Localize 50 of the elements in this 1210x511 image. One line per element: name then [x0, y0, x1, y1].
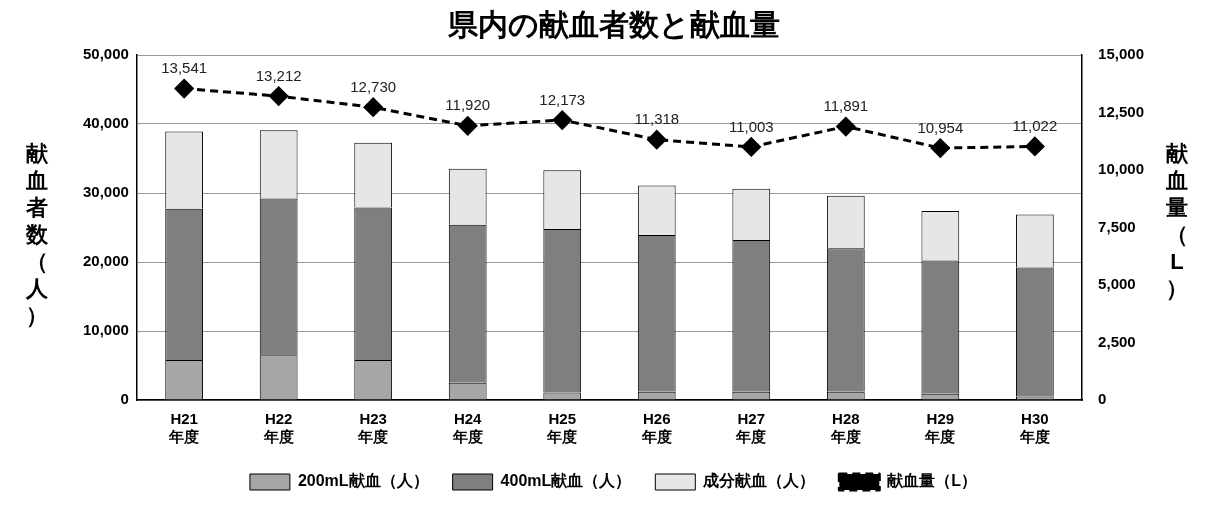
- x-tick-label: H25 年度: [546, 410, 578, 446]
- point: [741, 137, 761, 157]
- y2-tick-label: 15,000: [1098, 45, 1145, 63]
- point: [269, 86, 289, 106]
- data-label: 11,920: [445, 96, 491, 114]
- y2-axis-title: 献血量（L）: [1165, 140, 1189, 302]
- data-label: 11,891: [823, 97, 869, 115]
- y2-tick-label: 2,500: [1098, 332, 1136, 350]
- x-tick-label: H24 年度: [451, 410, 483, 446]
- data-label: 13,212: [255, 66, 302, 84]
- legend-label: 200mL献血（人）: [297, 472, 429, 491]
- data-label: 11,318: [634, 110, 680, 128]
- data-label: 12,173: [539, 90, 586, 108]
- data-label: 13,541: [161, 59, 208, 77]
- y2-tick-label: 10,000: [1098, 160, 1145, 178]
- x-tick-label: H22 年度: [262, 410, 294, 446]
- point: [363, 97, 383, 117]
- x-tick-label: H29 年度: [924, 410, 956, 446]
- y2-tick-label: 5,000: [1098, 275, 1136, 293]
- x-tick-label: H23 年度: [357, 410, 389, 446]
- legend-label: 献血量（L）: [887, 472, 978, 491]
- y2-tick-label: 7,500: [1098, 217, 1136, 235]
- x-tick-label: H27 年度: [735, 410, 767, 446]
- legend-label: 成分献血（人）: [702, 472, 816, 491]
- point: [552, 110, 572, 130]
- y-tick-label: 40,000: [82, 114, 129, 132]
- y-tick-label: 10,000: [82, 321, 129, 339]
- x-tick-label: H30 年度: [1018, 410, 1050, 446]
- legend-label: 400mL献血（人）: [500, 472, 632, 491]
- chart-title: 県内の献血者数と献血量: [446, 8, 780, 42]
- y-tick-label: 0: [120, 390, 129, 408]
- data-label: 11,003: [728, 117, 774, 135]
- x-tick-label: H26 年度: [640, 410, 672, 446]
- y-tick-label: 20,000: [82, 252, 129, 270]
- point: [174, 79, 194, 99]
- y2-tick-label: 12,500: [1098, 102, 1145, 120]
- data-label: 12,730: [350, 77, 397, 95]
- data-label: 10,954: [917, 118, 964, 136]
- point: [930, 138, 950, 158]
- y-axis-title: 献血者数（人）: [24, 140, 49, 329]
- data-label: 11,022: [1012, 117, 1058, 135]
- point: [647, 130, 667, 150]
- point: [836, 117, 856, 137]
- y-tick-label: 30,000: [82, 183, 129, 201]
- point: [1025, 136, 1045, 156]
- y2-tick-label: 0: [1098, 390, 1107, 408]
- y-tick-label: 50,000: [82, 45, 129, 63]
- x-tick-label: H28 年度: [829, 410, 861, 446]
- x-tick-label: H21 年度: [168, 410, 200, 446]
- point: [458, 116, 478, 136]
